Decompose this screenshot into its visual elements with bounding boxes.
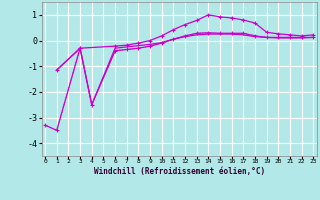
X-axis label: Windchill (Refroidissement éolien,°C): Windchill (Refroidissement éolien,°C) — [94, 167, 265, 176]
